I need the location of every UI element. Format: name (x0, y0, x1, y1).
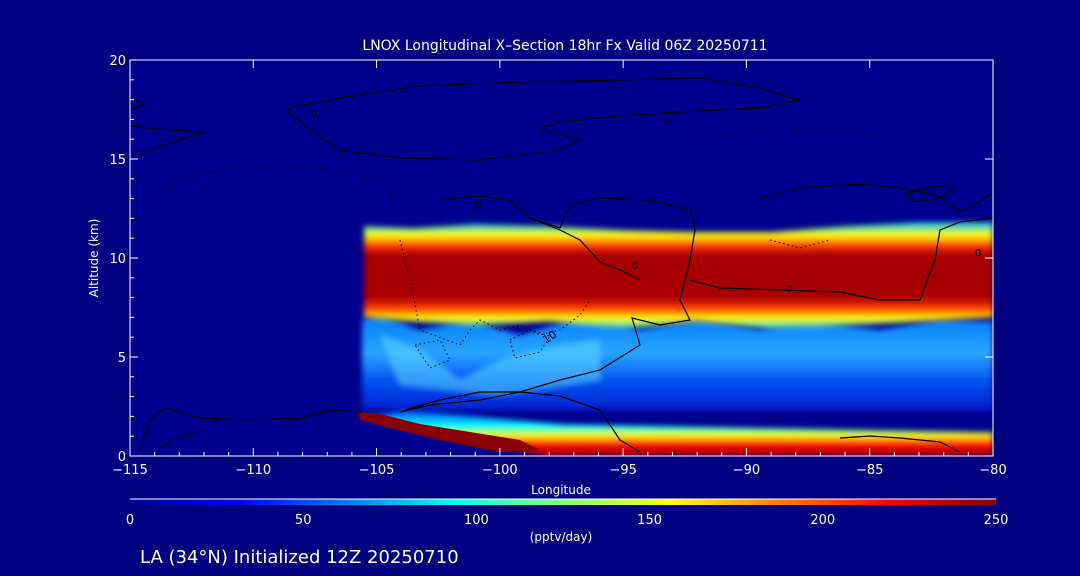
contour-upper-west (287, 77, 801, 161)
contour-far-west-top (130, 97, 147, 111)
lower-core-west (358, 412, 540, 452)
contour-lower-east (839, 435, 961, 453)
y-tick-label: 20 (109, 54, 126, 69)
x-tick-label: −115 (112, 463, 148, 478)
colorbar-ticks: 0 50 100 150 200 250 (126, 513, 1009, 528)
footer-caption: LA (34°N) Initialized 12Z 20250710 (140, 547, 459, 568)
colorbar-tick-label: 150 (637, 513, 662, 528)
chart-title: LNOX Longitudinal X–Section 18hr Fx Vali… (362, 38, 767, 54)
contour-label: 0 (665, 116, 671, 127)
contour-label: 0 (212, 416, 218, 427)
contour-lines (130, 77, 993, 453)
contour-far-west-upper (130, 125, 206, 156)
x-tick-label: −105 (359, 463, 395, 478)
contour-label: 0 (311, 109, 317, 120)
contour-mid-inner (529, 217, 641, 281)
upper-lnox-band (364, 222, 993, 330)
y-axis: 0 5 10 15 20 (109, 54, 993, 465)
contour-lower-mid (404, 391, 641, 453)
y-tick-label: 15 (109, 153, 126, 168)
colorbar-tick-label: 50 (295, 513, 312, 528)
colorbar (130, 499, 996, 505)
colorbar-label: (pptv/day) (530, 530, 593, 544)
colorbar-tick-label: 0 (126, 513, 134, 528)
y-tick-label: 10 (109, 252, 126, 267)
contour-label: 0 (975, 248, 981, 259)
contour-lines-dotted (149, 127, 881, 369)
mid-level-field (362, 315, 993, 410)
colorbar-tick-label: 200 (810, 513, 835, 528)
contour-center-east (689, 217, 993, 301)
x-tick-label: −95 (609, 463, 636, 478)
y-tick-label: 5 (118, 351, 126, 366)
x-tick-label: −90 (733, 463, 760, 478)
contour-lower-west-2 (159, 431, 196, 449)
x-tick-label: −85 (856, 463, 883, 478)
contour-mid (399, 195, 696, 413)
x-axis: −115 −110 −105 −100 −95 −90 −85 −80 (112, 60, 1007, 478)
contour-east-upper (759, 183, 993, 213)
y-tick-label: 0 (118, 450, 126, 465)
contour-label: 0 (786, 284, 792, 295)
x-tick-label: −110 (235, 463, 271, 478)
contour-label: 0 (475, 201, 481, 212)
y-axis-label: Altitude (km) (87, 219, 101, 298)
contour-label: 0 (632, 261, 638, 272)
x-axis-label: Longitude (531, 483, 591, 497)
contour-lower-west (139, 407, 363, 451)
colorbar-tick-label: 100 (464, 513, 489, 528)
x-tick-label: −100 (482, 463, 518, 478)
x-tick-label: −80 (979, 463, 1006, 478)
contour-east-box (903, 185, 957, 203)
colorbar-tick-label: 250 (984, 513, 1009, 528)
